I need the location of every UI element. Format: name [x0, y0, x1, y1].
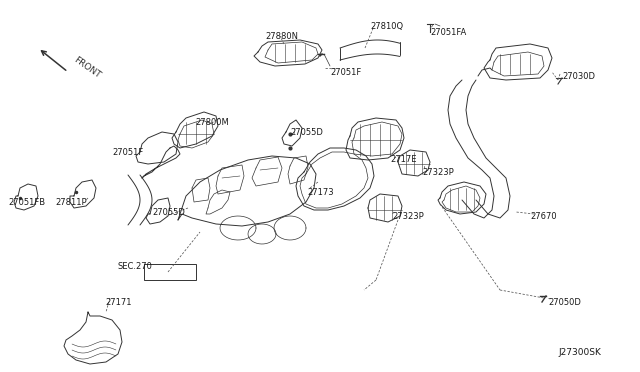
- Text: 27323P: 27323P: [422, 168, 454, 177]
- Text: SEC.270: SEC.270: [118, 262, 153, 271]
- Text: 27670: 27670: [530, 212, 557, 221]
- Text: J27300SK: J27300SK: [558, 348, 601, 357]
- Text: 27055D: 27055D: [152, 208, 185, 217]
- Text: 27051FA: 27051FA: [430, 28, 467, 37]
- Text: 27055D: 27055D: [290, 128, 323, 137]
- Text: 27051FB: 27051FB: [8, 198, 45, 207]
- Text: 27810Q: 27810Q: [370, 22, 403, 31]
- Text: 27171: 27171: [105, 298, 131, 307]
- Text: 27811P: 27811P: [55, 198, 86, 207]
- Bar: [144, 264, 196, 280]
- Text: 27051F: 27051F: [330, 68, 361, 77]
- Text: 27323P: 27323P: [392, 212, 424, 221]
- Text: 27051F: 27051F: [112, 148, 143, 157]
- Text: 27800M: 27800M: [195, 118, 228, 127]
- Text: 2717E: 2717E: [390, 155, 417, 164]
- Text: 27880N: 27880N: [265, 32, 298, 41]
- Text: FRONT: FRONT: [72, 55, 102, 80]
- Text: 27050D: 27050D: [548, 298, 581, 307]
- Text: 27030D: 27030D: [562, 72, 595, 81]
- Text: 27173: 27173: [307, 188, 333, 197]
